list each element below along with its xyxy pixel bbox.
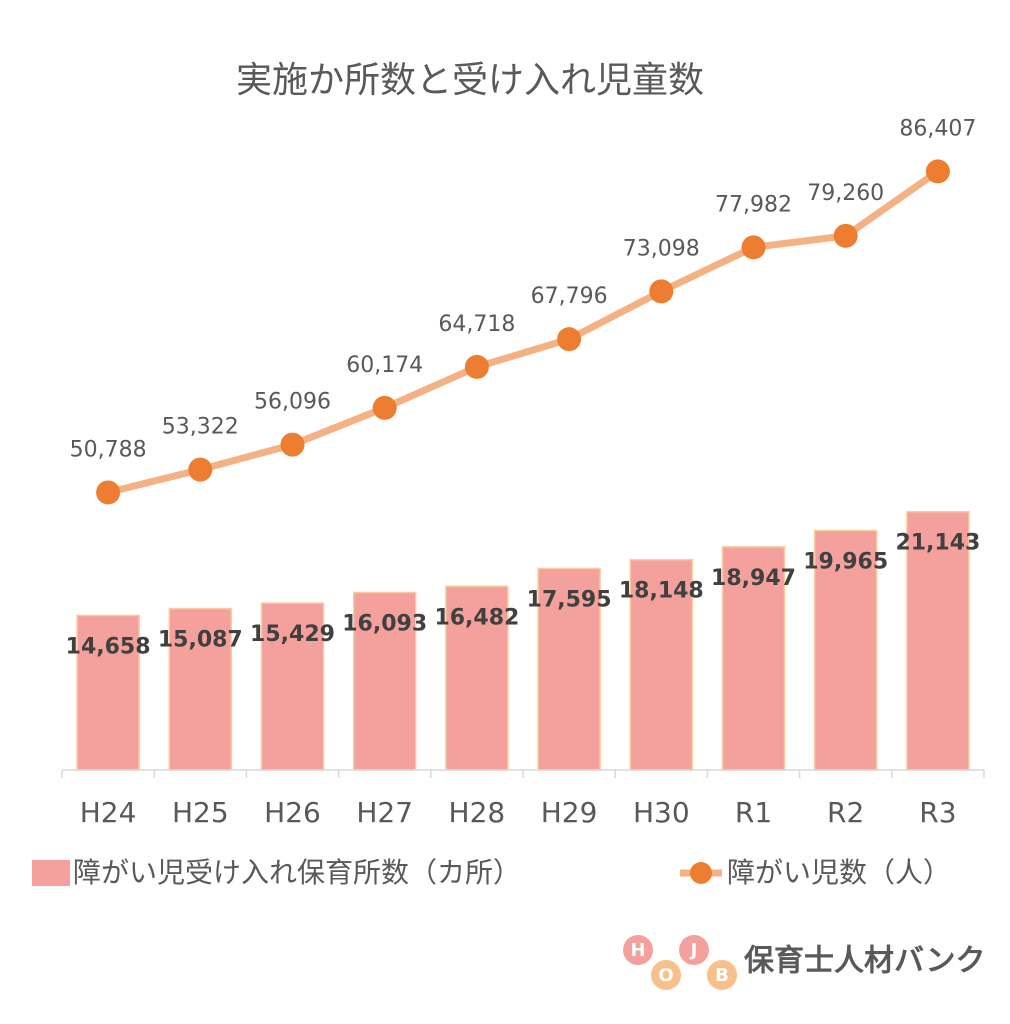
bar-label: 14,658 bbox=[66, 634, 151, 659]
x-tick-label: H30 bbox=[633, 796, 690, 829]
point-label: 79,260 bbox=[807, 181, 884, 206]
x-tick-label: H29 bbox=[541, 796, 598, 829]
point-label: 67,796 bbox=[531, 284, 608, 309]
logo: H O J B 保育士人材バンク bbox=[623, 935, 986, 990]
bar bbox=[721, 546, 786, 771]
bar bbox=[629, 558, 694, 771]
bar bbox=[537, 567, 601, 771]
bar bbox=[76, 614, 140, 771]
marker bbox=[649, 279, 674, 304]
bar bbox=[445, 585, 509, 771]
bar bbox=[168, 607, 233, 771]
point-label: 60,174 bbox=[346, 353, 423, 378]
chart-title: 実施か所数と受け入れ児童数 bbox=[236, 60, 704, 101]
legend-label: 障がい児数（人） bbox=[727, 856, 951, 889]
bar-label: 18,947 bbox=[711, 566, 796, 591]
bar bbox=[906, 510, 970, 771]
point-label: 77,982 bbox=[715, 192, 792, 217]
marker bbox=[96, 480, 121, 505]
legend-swatch bbox=[32, 860, 70, 886]
marker bbox=[188, 457, 213, 482]
logo-letter: J bbox=[689, 940, 698, 961]
x-tick-label: R3 bbox=[919, 796, 956, 829]
marker bbox=[464, 354, 489, 379]
bar-label: 21,143 bbox=[895, 531, 980, 556]
point-label: 64,718 bbox=[438, 312, 515, 337]
legend-label: 障がい児受け入れ保育所数（カ所） bbox=[73, 856, 521, 889]
bar-label: 16,093 bbox=[342, 612, 427, 637]
logo-letter: O bbox=[658, 965, 673, 986]
marker bbox=[280, 432, 305, 457]
point-label: 53,322 bbox=[162, 415, 239, 440]
logo-text: 保育士人材バンク bbox=[744, 944, 986, 979]
logo-circle bbox=[679, 935, 709, 965]
x-tick-label: R1 bbox=[735, 796, 772, 829]
logo-circle bbox=[651, 960, 681, 990]
x-tick-label: H28 bbox=[449, 796, 506, 829]
logo-letter: H bbox=[630, 940, 645, 961]
point-label: 73,098 bbox=[623, 236, 700, 261]
marker bbox=[741, 235, 766, 260]
bar-label: 15,429 bbox=[250, 622, 335, 647]
bar-label: 17,595 bbox=[527, 587, 612, 612]
bar-label: 19,965 bbox=[803, 550, 888, 575]
point-label: 50,788 bbox=[70, 437, 147, 462]
logo-circle bbox=[707, 960, 737, 990]
bar-label: 15,087 bbox=[158, 628, 243, 653]
point-label: 86,407 bbox=[899, 116, 976, 141]
marker bbox=[557, 327, 582, 352]
line bbox=[107, 168, 940, 496]
marker bbox=[372, 395, 397, 420]
x-tick-label: R2 bbox=[827, 796, 864, 829]
bar bbox=[813, 529, 878, 771]
logo-letter: B bbox=[715, 965, 729, 986]
marker bbox=[925, 159, 950, 184]
bar bbox=[260, 602, 325, 771]
x-tick-label: H24 bbox=[80, 796, 137, 829]
x-tick-label: H26 bbox=[264, 796, 321, 829]
legend-marker bbox=[690, 862, 712, 884]
x-tick-label: H25 bbox=[172, 796, 229, 829]
bar bbox=[352, 591, 417, 771]
bar-label: 16,482 bbox=[434, 605, 519, 630]
marker bbox=[833, 223, 858, 248]
logo-circle bbox=[623, 935, 653, 965]
point-label: 56,096 bbox=[254, 390, 331, 415]
bar-label: 18,148 bbox=[619, 579, 704, 604]
x-tick-label: H27 bbox=[356, 796, 413, 829]
